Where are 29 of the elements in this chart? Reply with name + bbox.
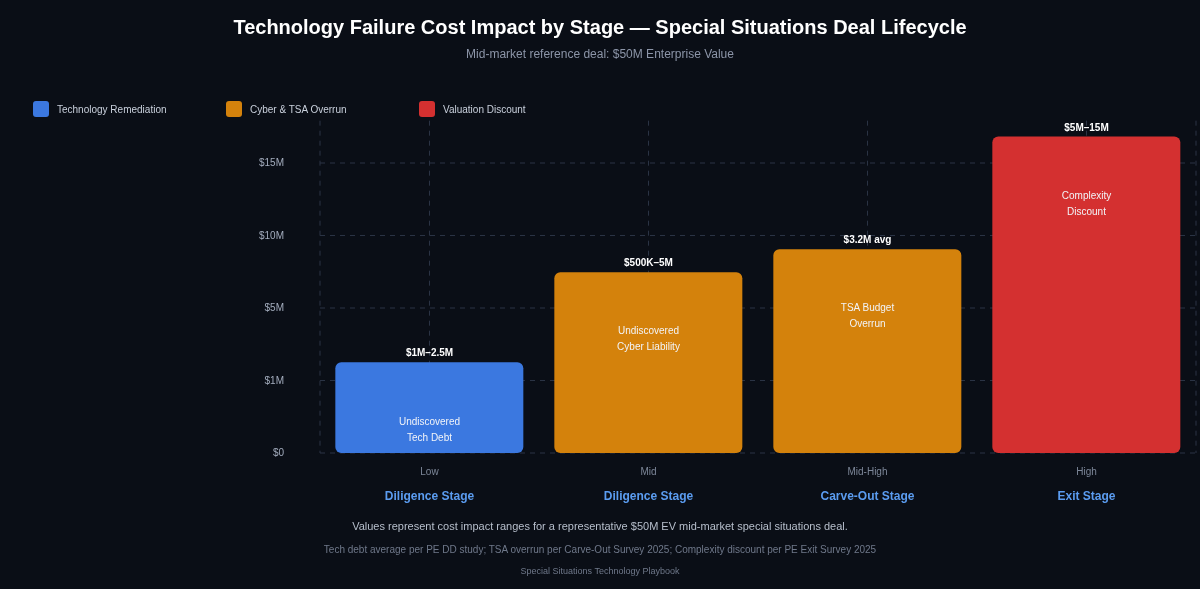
annotation: $5M–15M (1064, 121, 1109, 133)
bar (773, 249, 962, 453)
category-label: Low Diligence Stage (384, 466, 475, 503)
category-label: Mid Diligence Stage (603, 466, 694, 503)
text: Special Situations Technology Playbook (519, 566, 681, 576)
text: $10M (258, 229, 284, 241)
bar (992, 136, 1181, 453)
text: $0 (272, 447, 284, 458)
annotation: Undiscovered Cyber Liability (617, 325, 680, 353)
category-label: High Exit Stage (1057, 466, 1116, 503)
text: Values represent cost impact ranges for a representative $50M EV mid-market special situations deal. (351, 520, 849, 532)
legend-label: Valuation Discount (443, 103, 526, 115)
text: $1M (264, 374, 284, 386)
legend-label: Cyber & TSA Overrun (250, 103, 347, 115)
text: Tech debt average per PE DD study; TSA overrun per Carve-Out Survey 2025; Complexity discount per PE Exit Survey 2025 (322, 544, 878, 555)
chart-title: Technology Failure Cost Impact by Stage — Special Situations Deal Lifecycle (232, 16, 968, 39)
category-label: Mid-High Carve-Out Stage (820, 466, 915, 503)
annotation: $500K–5M (624, 257, 673, 269)
annotation: TSA Budget Overrun (840, 302, 895, 330)
bar (554, 272, 743, 453)
chart-subtitle: Mid-market reference deal: $50M Enterprise Value (465, 47, 735, 61)
text: $5M (264, 302, 284, 313)
annotation: $1M–2.5M (405, 347, 454, 359)
legend-label: Technology Remediation (57, 103, 167, 115)
annotation: Complexity Discount (1061, 189, 1112, 217)
annotation: Undiscovered Tech Debt (398, 416, 461, 443)
bar (335, 362, 524, 453)
annotation: $3.2M avg (843, 234, 892, 246)
text: $15M (258, 157, 284, 168)
